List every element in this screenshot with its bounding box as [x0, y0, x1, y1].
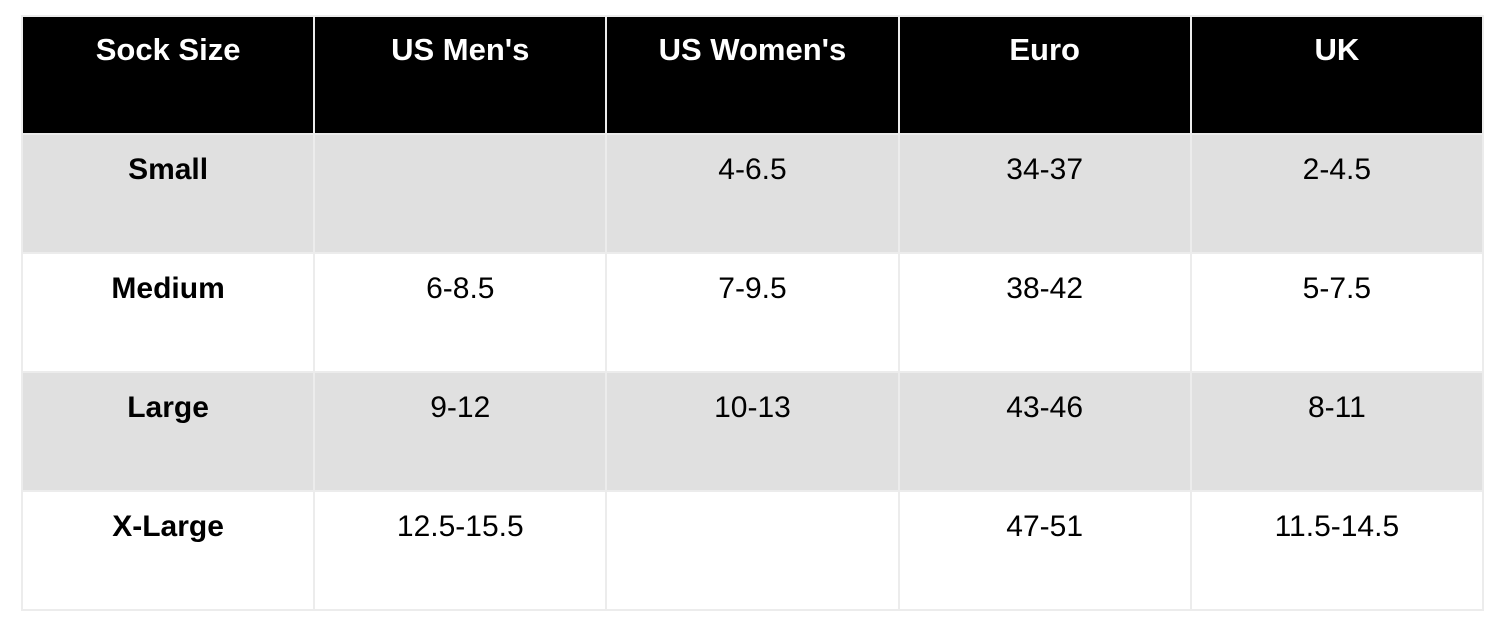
row-header-large: Large — [20, 371, 316, 492]
cell-small-us-womens: 4-6.5 — [605, 133, 900, 254]
table-row-small: Small 4-6.5 34-37 2-4.5 — [20, 133, 1485, 254]
cell-x-large-us-womens — [605, 490, 900, 611]
cell-large-euro: 43-46 — [897, 371, 1192, 492]
column-header-us-mens: US Men's — [313, 15, 608, 135]
cell-x-large-euro: 47-51 — [897, 490, 1192, 611]
cell-medium-euro: 38-42 — [897, 252, 1192, 373]
table-header: Sock Size US Men's US Women's Euro UK — [20, 15, 1485, 135]
table-row-large: Large 9-12 10-13 43-46 8-11 — [20, 371, 1485, 492]
cell-x-large-us-mens: 12.5-15.5 — [313, 490, 608, 611]
cell-medium-us-mens: 6-8.5 — [313, 252, 608, 373]
cell-large-uk: 8-11 — [1189, 371, 1485, 492]
column-header-euro: Euro — [897, 15, 1192, 135]
column-header-uk: UK — [1189, 15, 1485, 135]
cell-large-us-womens: 10-13 — [605, 371, 900, 492]
column-header-us-womens: US Women's — [605, 15, 900, 135]
cell-large-us-mens: 9-12 — [313, 371, 608, 492]
cell-x-large-uk: 11.5-14.5 — [1189, 490, 1485, 611]
header-row: Sock Size US Men's US Women's Euro UK — [20, 15, 1485, 135]
column-header-sock-size: Sock Size — [20, 15, 316, 135]
cell-medium-uk: 5-7.5 — [1189, 252, 1485, 373]
table-row-medium: Medium 6-8.5 7-9.5 38-42 5-7.5 — [20, 252, 1485, 373]
cell-small-euro: 34-37 — [897, 133, 1192, 254]
table-body: Small 4-6.5 34-37 2-4.5 Medium 6-8.5 7-9… — [20, 133, 1485, 611]
sock-size-chart-table: Sock Size US Men's US Women's Euro UK Sm… — [20, 15, 1485, 611]
cell-small-uk: 2-4.5 — [1189, 133, 1485, 254]
cell-medium-us-womens: 7-9.5 — [605, 252, 900, 373]
row-header-x-large: X-Large — [20, 490, 316, 611]
row-header-medium: Medium — [20, 252, 316, 373]
cell-small-us-mens — [313, 133, 608, 254]
table-row-x-large: X-Large 12.5-15.5 47-51 11.5-14.5 — [20, 490, 1485, 611]
row-header-small: Small — [20, 133, 316, 254]
